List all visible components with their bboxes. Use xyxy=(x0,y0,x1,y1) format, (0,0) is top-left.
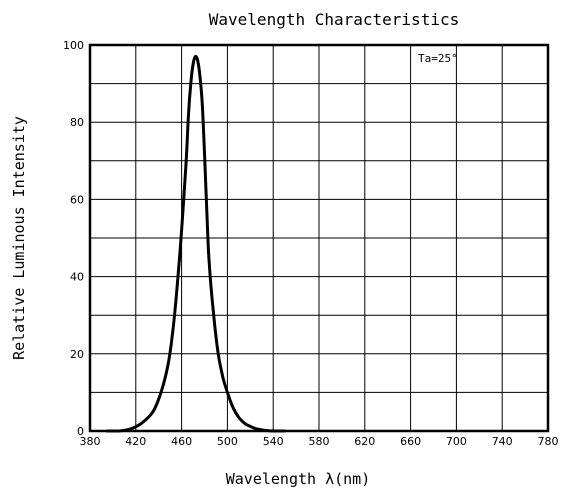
x-tick-label: 580 xyxy=(309,435,330,448)
temperature-annotation: Ta=25° xyxy=(418,52,458,65)
grid xyxy=(90,45,548,431)
x-tick-label: 380 xyxy=(80,435,101,448)
curve-layer xyxy=(105,54,287,433)
y-tick-label: 0 xyxy=(77,425,84,438)
x-axis-label: Wavelength λ(nm) xyxy=(226,470,371,488)
y-tick-label: 100 xyxy=(63,39,84,52)
chart-title: Wavelength Characteristics xyxy=(209,10,459,29)
plot-frame xyxy=(88,43,550,433)
x-tick-label: 780 xyxy=(538,435,559,448)
x-tick-label: 700 xyxy=(446,435,467,448)
x-tick-label: 460 xyxy=(171,435,192,448)
y-tick-label: 40 xyxy=(70,271,84,284)
x-tick-label: 740 xyxy=(492,435,513,448)
x-tick-label: 620 xyxy=(354,435,375,448)
x-tick-label: 540 xyxy=(263,435,284,448)
y-tick-label: 20 xyxy=(70,348,84,361)
x-tick-label: 500 xyxy=(217,435,238,448)
x-tick-label: 660 xyxy=(400,435,421,448)
y-tick-label: 80 xyxy=(70,116,84,129)
y-tick-label: 60 xyxy=(70,193,84,206)
y-tick-labels: 0 20 40 60 80 100 xyxy=(63,39,84,438)
y-axis-label: Relative Luminous Intensity xyxy=(10,116,28,360)
spectrum-curve xyxy=(105,54,287,433)
x-tick-label: 420 xyxy=(125,435,146,448)
x-tick-labels: 380 420 460 500 540 580 620 660 700 740 780 xyxy=(80,435,559,448)
